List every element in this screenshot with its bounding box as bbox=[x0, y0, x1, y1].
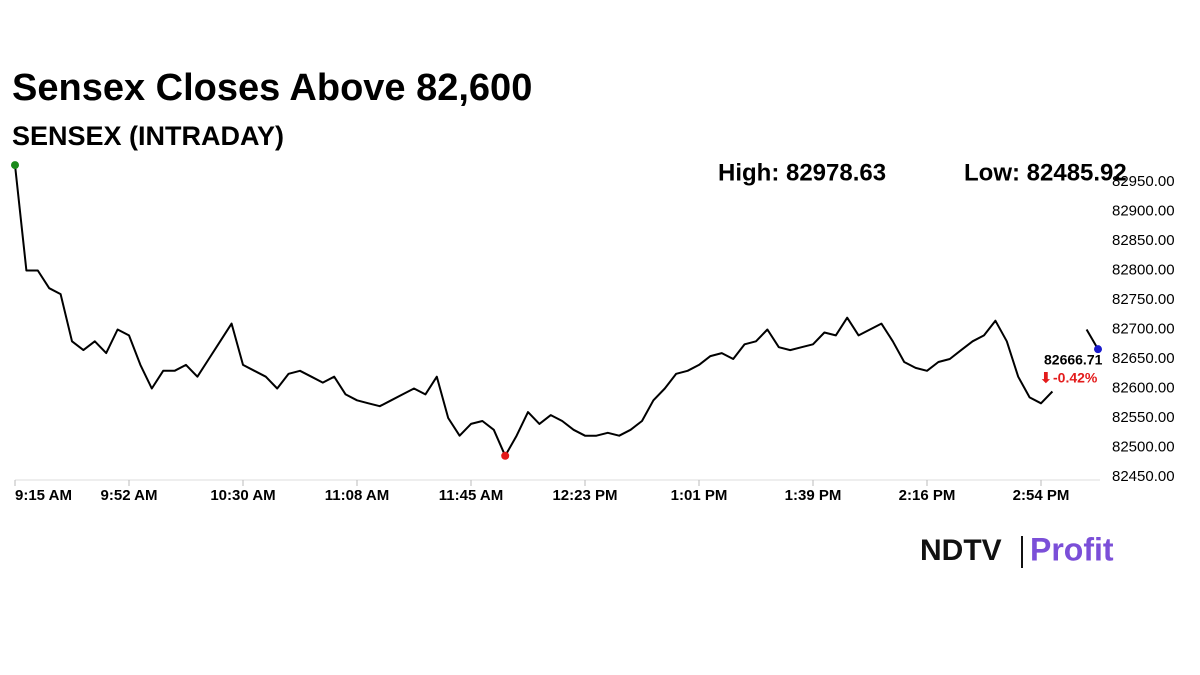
y-tick-label: 82700.00 bbox=[1112, 320, 1175, 337]
brand-left: NDTV bbox=[920, 534, 1002, 567]
y-tick-label: 82500.00 bbox=[1112, 438, 1175, 455]
high-label: High: 82978.63 bbox=[718, 159, 886, 186]
last-value-label: 82666.71 bbox=[1044, 352, 1103, 368]
y-tick-label: 82950.00 bbox=[1112, 173, 1175, 190]
x-tick-label: 11:08 AM bbox=[325, 487, 389, 504]
x-tick-label: 2:54 PM bbox=[1013, 487, 1070, 504]
x-tick-label: 1:01 PM bbox=[671, 487, 728, 504]
y-tick-label: 82800.00 bbox=[1112, 261, 1175, 278]
y-tick-label: 82600.00 bbox=[1112, 379, 1175, 396]
x-tick-label: 2:16 PM bbox=[899, 487, 956, 504]
change-label: -0.42% bbox=[1053, 370, 1098, 386]
price-line bbox=[14, 164, 1099, 457]
low-marker bbox=[501, 451, 510, 460]
x-tick-label: 1:39 PM bbox=[785, 487, 842, 504]
y-tick-label: 82450.00 bbox=[1112, 468, 1175, 485]
chart-subtitle: SENSEX (INTRADAY) bbox=[12, 121, 284, 151]
y-tick-label: 82650.00 bbox=[1112, 350, 1175, 367]
y-tick-label: 82850.00 bbox=[1112, 232, 1175, 249]
x-tick-label: 10:30 AM bbox=[210, 487, 275, 504]
x-tick-label: 9:52 AM bbox=[101, 487, 158, 504]
y-tick-label: 82900.00 bbox=[1112, 202, 1175, 219]
low-label: Low: 82485.92 bbox=[964, 159, 1127, 186]
change-arrow: ⬇ bbox=[1040, 370, 1052, 386]
y-tick-label: 82750.00 bbox=[1112, 291, 1175, 308]
brand-right: Profit bbox=[1030, 531, 1114, 567]
x-tick-label: 9:15 AM bbox=[15, 487, 72, 504]
y-tick-label: 82550.00 bbox=[1112, 409, 1175, 426]
end-marker bbox=[1094, 345, 1102, 354]
start-marker bbox=[11, 161, 19, 170]
chart-title: Sensex Closes Above 82,600 bbox=[12, 67, 532, 109]
x-tick-label: 11:45 AM bbox=[439, 487, 503, 504]
x-tick-label: 12:23 PM bbox=[552, 487, 617, 504]
